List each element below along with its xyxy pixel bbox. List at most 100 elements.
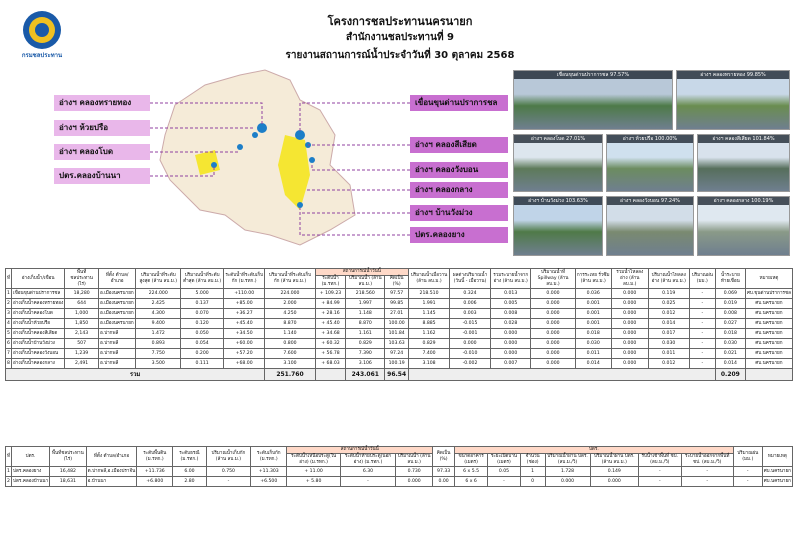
column-header: ปริมาณน้ำเมื่อวาน (ล้าน ลบ.ม.) bbox=[408, 268, 450, 289]
cell: 0.012 bbox=[647, 308, 690, 319]
cell: + 109.23 bbox=[314, 288, 347, 299]
cell: อ่างเก็บน้ำคลองกลาง bbox=[11, 358, 66, 369]
cell: 0.119 bbox=[647, 288, 690, 299]
cell: เขื่อนขุนด่านปราการชล bbox=[11, 288, 66, 299]
column-header: ปริมาณฝน (มม.) bbox=[732, 446, 763, 467]
column-header: ระดับน้ำ (ม.รทก.) bbox=[314, 275, 347, 289]
column-header: ระบายน้ำออกจากพื้นที่ ชป. (ลบ.ม./วิ) bbox=[680, 453, 734, 467]
cell: 6.30 bbox=[339, 466, 397, 477]
cell: อ่างเก็บน้ำคลองทรายทอง bbox=[11, 298, 66, 309]
table-row: 1 ปตร.คลองยาง 16,482 ต.ปากพลี,อ.เมืองปราจีน… bbox=[4, 466, 794, 477]
cell: 96.54 bbox=[384, 368, 410, 381]
cell: - bbox=[688, 328, 716, 339]
title: โครงการชลประทานนครนายก bbox=[327, 15, 473, 28]
cell: อ.เมืองนครนายก bbox=[97, 298, 137, 309]
cell: 0.054 bbox=[180, 338, 225, 349]
cell: +45.40 bbox=[223, 318, 266, 329]
table-row: 8 อ่างเก็บน้ำคลองกลาง 2,491 อ.ปากพลี 3.500 0.… bbox=[4, 358, 794, 369]
cell: 0.000 bbox=[544, 476, 591, 487]
cell: 0.008 bbox=[490, 308, 532, 319]
group-header: สถานการณ์น้ำวันนี้ bbox=[314, 268, 410, 276]
group-header: สถานการณ์น้ำวันนี้ bbox=[286, 446, 434, 454]
cell: 1.162 bbox=[408, 328, 450, 339]
table-row: 5 อ่างเก็บน้ำคลองสีเสียด 2,143 อ.ปากพลี 1.47… bbox=[4, 328, 794, 339]
cell: 1 bbox=[519, 466, 546, 477]
cell: +85.00 bbox=[223, 298, 266, 309]
cell: 0.000 bbox=[530, 308, 576, 319]
cell: ศบ.นครนายก bbox=[744, 298, 794, 309]
cell: ศบ.นครนายก bbox=[744, 328, 794, 339]
column-header: ปริมาณน้ำไหลลงอ่าง (ล้าน ลบ.ม.) bbox=[647, 268, 690, 289]
cell: - bbox=[680, 476, 734, 487]
column-header: ปริมาณน้ำผ่าน ปตร. (ล้าน ลบ.ม.) bbox=[589, 453, 640, 467]
column-header: ระดับพื้นดิน (ม.รทก.) bbox=[136, 446, 174, 467]
cell: ต.ปากพลี,อ.เมืองปราจีน bbox=[85, 466, 138, 477]
cell: 0.018 bbox=[714, 328, 746, 339]
cell: - bbox=[688, 358, 716, 369]
photo-caption: อ่างฯ บ้านวังม่วง 103.63% bbox=[514, 197, 602, 205]
cell: + 45.40 bbox=[314, 318, 347, 329]
table-row: 7 อ่างเก็บน้ำคลองวังบอน 1,239 อ.ปากพลี 7.750… bbox=[4, 348, 794, 359]
table-row: 2 ปตร.คลองบ้านนา 18,631 อ.บ้านนา +6.800 2.80-… bbox=[4, 476, 794, 487]
cell: 8.870 bbox=[264, 318, 316, 329]
cell bbox=[408, 368, 716, 381]
column-header: รับน้ำเข้าพื้นที่ ชป. (ลบ.ม./วิ) bbox=[638, 453, 682, 467]
column-header: จำนวน (ช่อง) bbox=[519, 453, 546, 467]
column-header: ระดับเก็บกัก (ม.รทก.) bbox=[250, 446, 288, 467]
cell: +110.00 bbox=[223, 288, 266, 299]
cell: 1.728 bbox=[544, 466, 591, 477]
cell: 0.030 bbox=[714, 338, 746, 349]
photo-caption: อ่างฯ คลองวังบอน 97.24% bbox=[607, 197, 693, 205]
cell: - bbox=[688, 318, 716, 329]
column-header: ปริมาณน้ำที่ระดับเก็บกัก (ล้าน ลบ.ม.) bbox=[264, 268, 316, 289]
cell: -0.015 bbox=[448, 318, 492, 329]
cell: 0.030 bbox=[647, 338, 690, 349]
cell: 97.33 bbox=[432, 466, 456, 477]
cell: 0.019 bbox=[714, 298, 746, 309]
table-header: ที่ ปตร. พื้นที่ชลประทาน (ไร่) ที่ตั้ง ตำบล… bbox=[4, 446, 794, 467]
photo-caption: อ่างฯ ห้วยปรือ 100.00% bbox=[607, 135, 693, 143]
column-header: ปริมาณฝน (มม.) bbox=[688, 268, 716, 289]
photo-caption: อ่างฯ คลองโบด 27.01% bbox=[514, 135, 602, 143]
cell: 0.018 bbox=[574, 328, 612, 339]
total-row: รวม 251.760 243.061 96.54 0.209 bbox=[4, 368, 794, 381]
cell: 6 x 6 bbox=[454, 476, 489, 487]
map bbox=[150, 69, 410, 246]
map-label: อ่างฯ คลองกลาง bbox=[410, 182, 508, 198]
cell: 2,143 bbox=[64, 328, 99, 339]
photo: อ่างฯ คลองโบด 27.01% bbox=[513, 134, 603, 192]
cell: 2.000 bbox=[264, 298, 316, 309]
cell: 0.005 bbox=[490, 298, 532, 309]
cell: 1.140 bbox=[264, 328, 316, 339]
cell: 0.000 bbox=[610, 358, 649, 369]
cell: 1,850 bbox=[64, 318, 99, 329]
cell: 0.120 bbox=[180, 318, 225, 329]
cell: 0 bbox=[519, 476, 546, 487]
header-row: ระดับน้ำเหนือประตู(ในอ่าง) (ม.รทก.) ระดับ… bbox=[6, 453, 793, 467]
cell: 5.000 bbox=[180, 288, 225, 299]
cell: -0.002 bbox=[448, 358, 492, 369]
cell: 100.00 bbox=[384, 318, 410, 329]
column-header: ปริมาณน้ำ (ล้าน ลบ.ม.) bbox=[395, 453, 434, 467]
cell: 0.000 bbox=[610, 338, 649, 349]
cell: ศบ.นครนายก bbox=[744, 318, 794, 329]
cell: ศบ.ขุนด่านปราการชล bbox=[744, 288, 794, 299]
cell: 0.750 bbox=[205, 466, 252, 477]
cell: + 34.68 bbox=[314, 328, 347, 339]
cell: 101.84 bbox=[384, 328, 410, 339]
cell: อ.เมืองนครนายก bbox=[97, 318, 137, 329]
column-header: รวมระบายน้ำจากอ่าง (ล้าน ลบ.ม.) bbox=[490, 268, 532, 289]
cell: ปตร.คลองยาง bbox=[11, 466, 51, 477]
photo-caption: อ่างฯ คลองกลาง 100.19% bbox=[698, 197, 789, 205]
cell: อ่างเก็บน้ำห้วยปรือ bbox=[11, 318, 66, 329]
cell: +60.00 bbox=[223, 338, 266, 349]
photo: อ่างฯ คลองวังบอน 97.24% bbox=[606, 196, 694, 256]
cell: + 68.03 bbox=[314, 358, 347, 369]
cell: 224.000 bbox=[135, 288, 182, 299]
cell: 0.000 bbox=[610, 348, 649, 359]
column-header: ปตร. bbox=[11, 446, 51, 467]
cell: 0.000 bbox=[610, 298, 649, 309]
cell: 218.510 bbox=[408, 288, 450, 299]
cell: 2 bbox=[4, 476, 13, 487]
cell: 0.050 bbox=[180, 328, 225, 339]
